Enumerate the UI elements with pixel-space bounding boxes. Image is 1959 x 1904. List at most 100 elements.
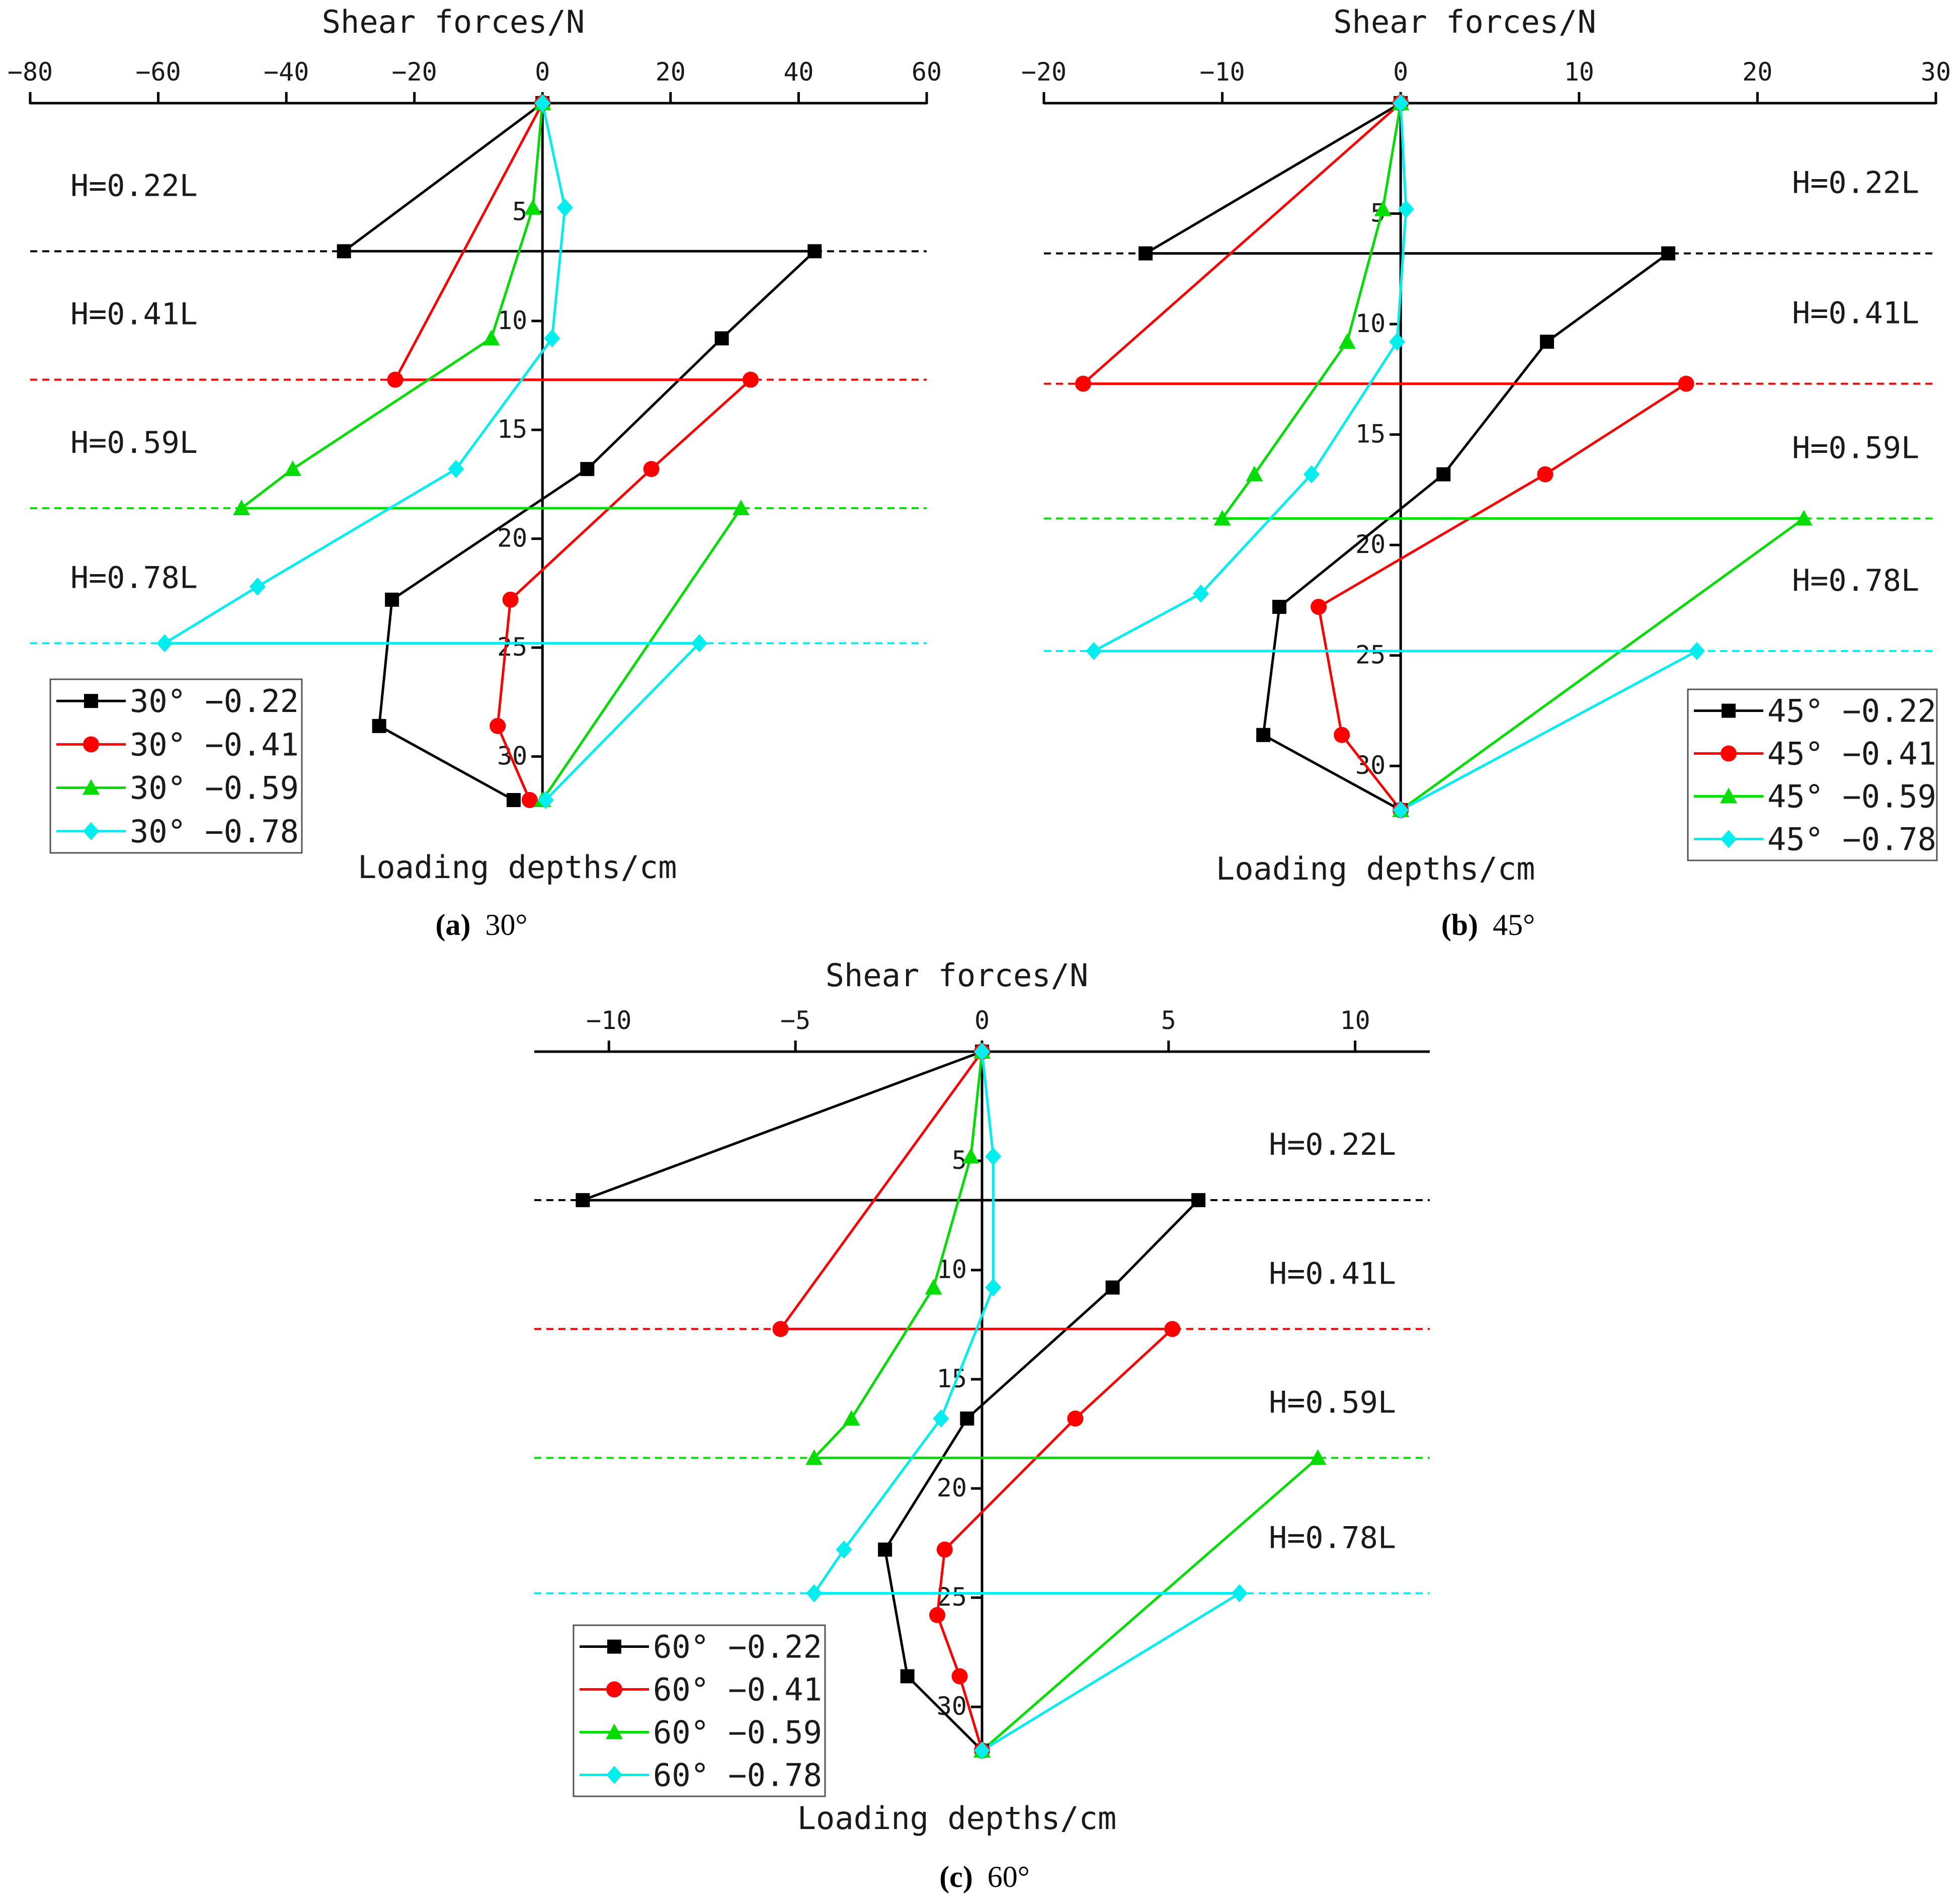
caption-b: (b) 45° <box>1441 908 1535 941</box>
legend-swatch-marker <box>1722 703 1736 718</box>
data-point <box>1231 1584 1248 1603</box>
data-point <box>580 462 595 477</box>
x-tick-label: −10 <box>586 1006 631 1035</box>
reference-label: H=0.78L <box>1792 563 1919 598</box>
legend-swatch-marker <box>1721 830 1737 848</box>
data-point <box>1678 375 1694 392</box>
legend: 45° −0.22 45° −0.41 45° −0.59 45° −0.78 <box>1687 688 1938 861</box>
x-tick-label: 0 <box>1393 57 1408 87</box>
x-tick-label: −40 <box>264 57 309 87</box>
data-point <box>1246 465 1263 482</box>
series-line <box>240 103 743 801</box>
reference-label: H=0.59L <box>1792 430 1919 465</box>
data-point <box>1436 467 1451 482</box>
legend-label: 60° −0.22 <box>653 1629 822 1665</box>
y-tick-label: 25 <box>937 1582 967 1612</box>
legend-swatch-marker <box>607 1639 621 1654</box>
reference-label: H=0.59L <box>70 425 198 460</box>
data-point <box>691 634 708 653</box>
data-point <box>534 94 551 112</box>
data-point <box>1688 642 1705 660</box>
data-point <box>1193 584 1209 603</box>
legend-label: 30° −0.41 <box>130 726 299 763</box>
series-line <box>163 103 701 801</box>
y-tick-label: 15 <box>497 415 527 444</box>
data-point <box>1067 1410 1084 1427</box>
data-point <box>284 460 301 477</box>
reference-label: H=0.22L <box>70 168 198 203</box>
legend-label: 60° −0.78 <box>653 1757 822 1794</box>
data-point <box>1075 375 1092 392</box>
data-point <box>807 244 822 259</box>
data-point <box>387 371 403 388</box>
caption-b-letter: (b) <box>1441 908 1478 941</box>
x-axis-title: Shear forces/N <box>322 4 585 40</box>
data-point <box>974 1043 990 1061</box>
data-point <box>714 331 729 346</box>
series-line <box>812 1051 1241 1752</box>
data-point <box>556 198 573 217</box>
y-tick-label: 30 <box>497 741 527 770</box>
caption-b-angle: 45° <box>1493 908 1535 941</box>
data-point <box>1309 1449 1327 1465</box>
legend-label: 30° −0.59 <box>130 770 299 807</box>
legend: 30° −0.22 30° −0.41 30° −0.59 30° −0.78 <box>49 678 303 854</box>
legend-label: 30° −0.22 <box>130 683 299 720</box>
data-point <box>1272 600 1287 614</box>
data-point <box>1105 1280 1120 1295</box>
data-point <box>985 1147 1002 1166</box>
data-point <box>962 1148 979 1164</box>
reference-label: H=0.22L <box>1269 1127 1396 1162</box>
reference-label: H=0.78L <box>1269 1520 1396 1555</box>
data-point <box>507 793 521 807</box>
data-point <box>1311 599 1327 615</box>
data-point <box>537 791 554 809</box>
data-point <box>1086 642 1102 660</box>
legend-label: 30° −0.78 <box>130 813 299 850</box>
data-point <box>1393 801 1409 819</box>
y-tick-label: 20 <box>937 1473 967 1502</box>
x-axis-title: Shear forces/N <box>1333 4 1596 40</box>
data-point <box>156 634 173 653</box>
data-point <box>929 1607 945 1623</box>
caption-a-letter: (a) <box>436 908 471 941</box>
series-line <box>343 102 816 802</box>
data-point <box>878 1542 892 1557</box>
data-point <box>772 1321 789 1337</box>
legend-swatch-marker <box>606 1723 623 1739</box>
y-tick-label: 10 <box>1355 309 1385 338</box>
x-tick-label: −80 <box>8 57 53 87</box>
data-point <box>1338 333 1356 349</box>
data-point <box>1191 1193 1206 1208</box>
y-tick-label: 20 <box>497 524 527 553</box>
data-point <box>1138 246 1153 261</box>
data-point <box>900 1669 915 1684</box>
data-point <box>936 1541 953 1558</box>
data-point <box>742 371 759 388</box>
reference-label: H=0.41L <box>1269 1256 1396 1291</box>
series-line <box>812 1051 1319 1752</box>
data-point <box>985 1278 1002 1297</box>
data-point <box>385 592 399 607</box>
data-point <box>544 329 560 348</box>
data-point <box>960 1411 974 1426</box>
caption-c-angle: 60° <box>988 1860 1030 1893</box>
data-point <box>843 1410 860 1426</box>
panel-c-60deg: Shear forces/N−10 −5 0 5 1051015202530H=0.22… <box>534 957 1430 1837</box>
y-axis-title: Loading depths/cm <box>797 1800 1117 1837</box>
data-point <box>1389 333 1406 351</box>
data-point <box>372 719 386 733</box>
data-point <box>1164 1321 1181 1337</box>
legend-swatch-marker <box>83 779 100 795</box>
data-point <box>643 461 660 478</box>
data-point <box>1374 200 1392 216</box>
data-point <box>933 1409 949 1428</box>
x-tick-label: 5 <box>1161 1006 1176 1035</box>
x-tick-label: 40 <box>783 57 813 87</box>
reference-label: H=0.78L <box>70 560 198 595</box>
x-tick-label: −20 <box>1021 57 1067 87</box>
series-line <box>581 1050 1200 1752</box>
data-point <box>1393 94 1409 112</box>
data-point <box>1539 335 1554 349</box>
